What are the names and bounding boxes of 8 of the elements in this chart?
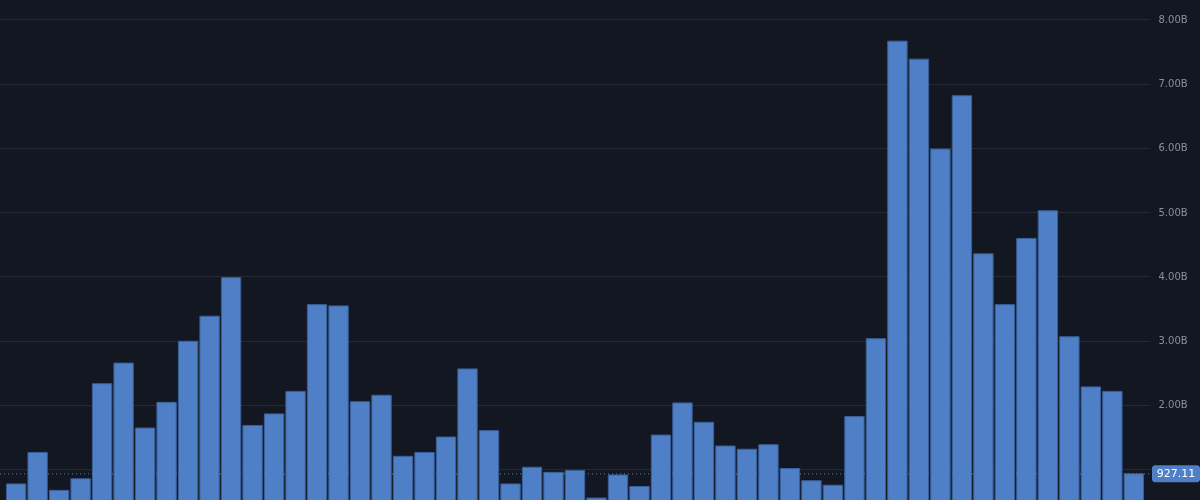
y-tick-label: 7.00B: [1158, 78, 1188, 90]
y-tick-label: 2.00B: [1158, 399, 1188, 411]
y-tick-label: 8.00B: [1158, 13, 1188, 25]
y-tick-label: 6.00B: [1158, 142, 1188, 154]
y-tick-label: 4.00B: [1158, 270, 1188, 282]
y-tick-label: 5.00B: [1158, 206, 1188, 218]
y-tick-label: 3.00B: [1158, 335, 1188, 347]
ref-line-label: 927.11: [1156, 466, 1196, 480]
